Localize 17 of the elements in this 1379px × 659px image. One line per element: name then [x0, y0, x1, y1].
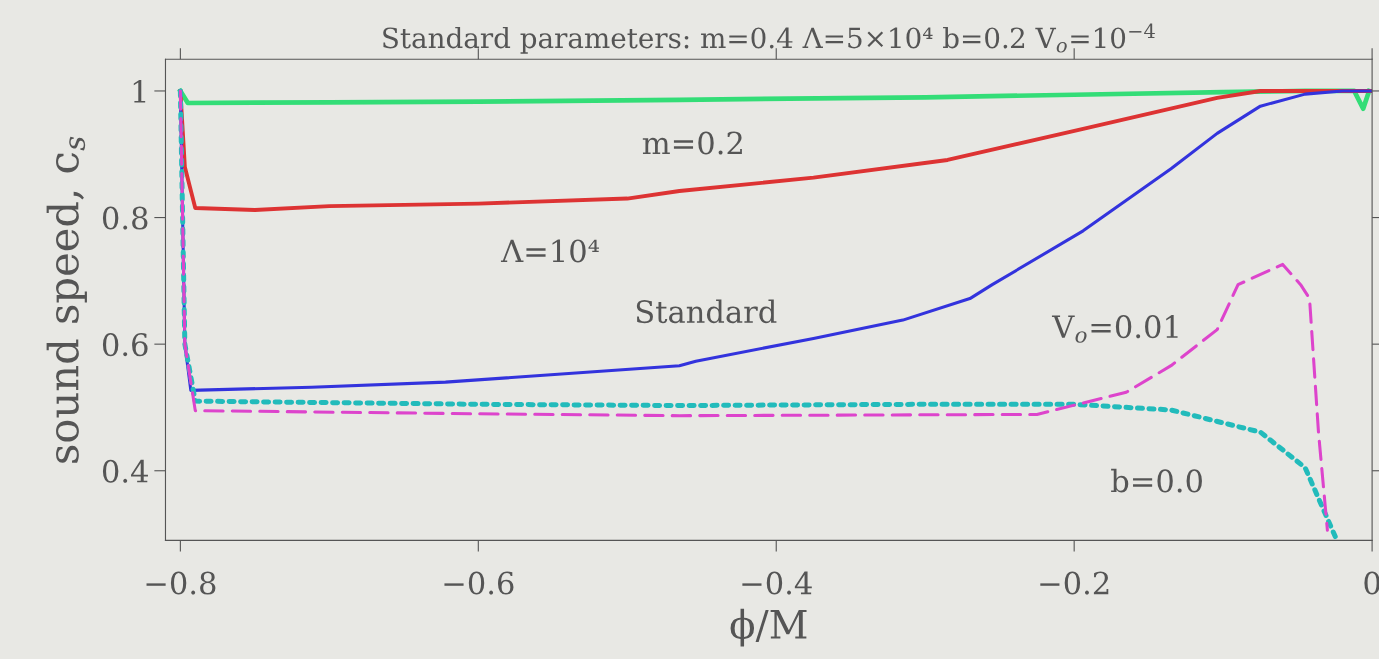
series-label: Standard: [636, 299, 777, 324]
x-tick-label: −0.8: [146, 571, 216, 595]
x-tick-label: 0: [1364, 571, 1379, 595]
y-tick-label: 0.4: [102, 459, 148, 483]
x-tick-label: −0.4: [742, 571, 812, 595]
series-label: V$_{o}$=0.01: [1051, 315, 1178, 343]
series-label: m=0.2: [642, 131, 742, 155]
y-axis-title: sound speed, c$_{s}$: [46, 136, 87, 463]
x-tick-label: −0.2: [1040, 571, 1109, 595]
y-tick-label: 0.8: [102, 206, 148, 230]
x-tick-label: −0.6: [444, 571, 514, 595]
y-tick-label: 0.6: [102, 333, 148, 357]
series-label: b=0.0: [1111, 468, 1202, 493]
y-tick-label: 1: [133, 79, 146, 103]
x-axis-title: ϕ/M: [730, 608, 807, 647]
chart-title: Standard parameters: m=0.4 Λ=5×10⁴ b=0.2 V$_{o}$=10$^{−4}$: [383, 23, 1155, 54]
series-label: Λ=10⁴: [500, 239, 599, 263]
